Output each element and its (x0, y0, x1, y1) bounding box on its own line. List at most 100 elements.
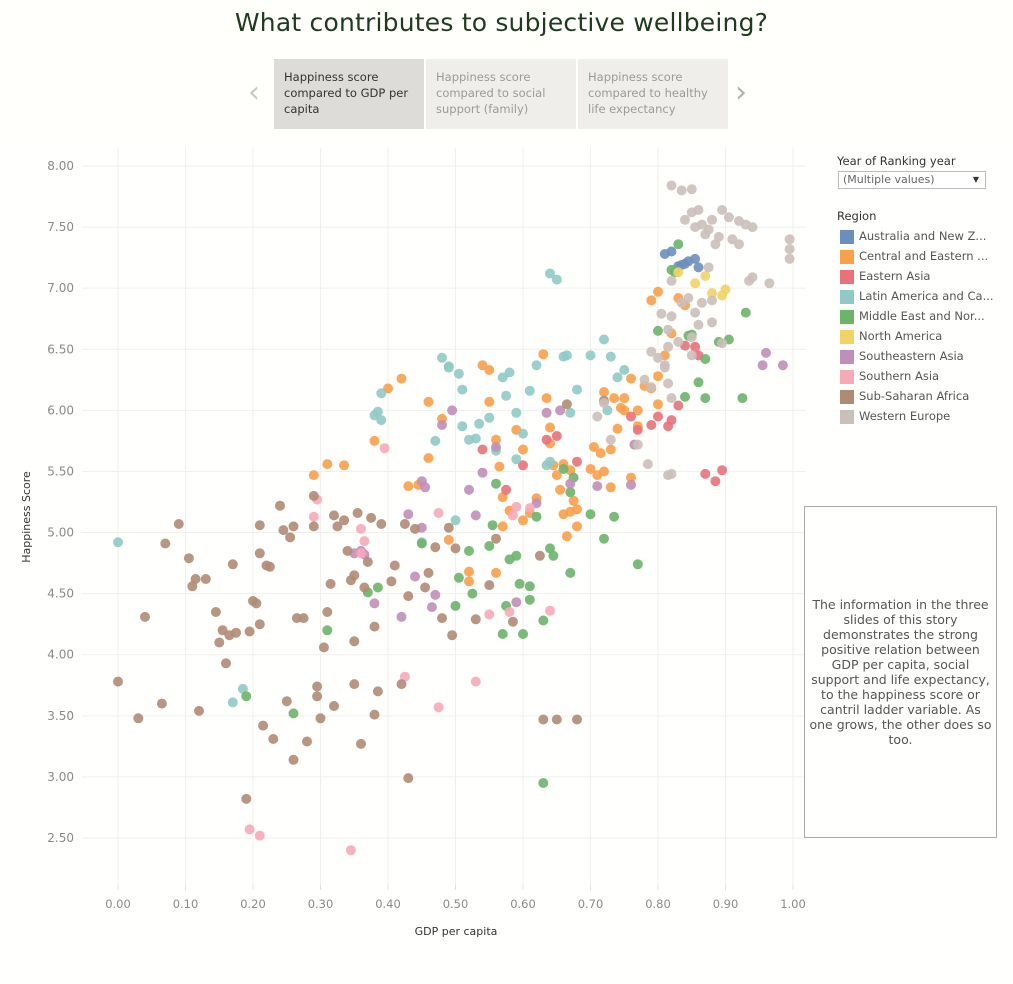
data-point[interactable] (511, 597, 522, 608)
data-point[interactable] (251, 598, 262, 609)
data-point[interactable] (399, 519, 410, 529)
data-point[interactable] (653, 325, 663, 336)
data-point[interactable] (605, 482, 616, 493)
data-point[interactable] (403, 509, 414, 520)
data-point[interactable] (632, 405, 643, 416)
data-point[interactable] (572, 384, 582, 395)
data-point[interactable] (700, 354, 711, 364)
data-point[interactable] (538, 714, 549, 725)
data-point[interactable] (568, 495, 579, 506)
data-point[interactable] (457, 384, 468, 395)
data-point[interactable] (511, 550, 522, 561)
data-point[interactable] (626, 373, 636, 384)
data-point[interactable] (632, 559, 643, 570)
data-point[interactable] (433, 508, 444, 518)
data-point[interactable] (717, 338, 728, 349)
data-point[interactable] (720, 284, 731, 295)
data-point[interactable] (372, 686, 383, 697)
data-point[interactable] (484, 580, 495, 591)
data-point[interactable] (653, 371, 663, 382)
data-point[interactable] (410, 523, 420, 534)
next-story-point-button[interactable]: › (735, 75, 747, 111)
data-point[interactable] (349, 636, 360, 647)
data-point[interactable] (548, 550, 559, 561)
data-point[interactable] (659, 362, 670, 373)
data-point[interactable] (339, 460, 350, 471)
data-point[interactable] (565, 478, 576, 489)
data-point[interactable] (315, 713, 326, 724)
data-point[interactable] (474, 418, 485, 429)
data-point[interactable] (777, 360, 788, 371)
data-point[interactable] (605, 351, 616, 362)
data-point[interactable] (599, 334, 609, 345)
data-point[interactable] (308, 521, 319, 532)
data-point[interactable] (308, 490, 319, 501)
data-point[interactable] (541, 407, 552, 418)
data-point[interactable] (541, 434, 552, 445)
data-point[interactable] (700, 468, 711, 479)
data-point[interactable] (555, 484, 566, 495)
data-point[interactable] (140, 611, 150, 622)
data-point[interactable] (491, 478, 501, 489)
data-point[interactable] (737, 393, 748, 404)
data-point[interactable] (666, 468, 677, 479)
data-point[interactable] (585, 464, 596, 474)
data-point[interactable] (494, 461, 505, 472)
data-point[interactable] (339, 515, 350, 526)
data-point[interactable] (430, 542, 441, 553)
data-point[interactable] (423, 396, 434, 407)
data-point[interactable] (359, 536, 370, 547)
data-point[interactable] (538, 615, 549, 626)
data-point[interactable] (565, 567, 576, 578)
data-point[interactable] (511, 454, 522, 465)
data-point[interactable] (673, 239, 684, 250)
data-point[interactable] (686, 350, 697, 361)
data-point[interactable] (497, 521, 508, 532)
data-point[interactable] (531, 360, 542, 371)
data-point[interactable] (734, 239, 744, 250)
data-point[interactable] (464, 576, 474, 587)
data-point[interactable] (511, 407, 522, 418)
data-point[interactable] (632, 424, 643, 435)
data-point[interactable] (227, 697, 238, 708)
data-point[interactable] (312, 691, 323, 702)
data-point[interactable] (426, 602, 437, 613)
data-point[interactable] (572, 504, 582, 515)
data-point[interactable] (268, 734, 279, 744)
data-point[interactable] (626, 472, 636, 483)
data-point[interactable] (322, 607, 333, 617)
data-point[interactable] (288, 708, 299, 719)
data-point[interactable] (278, 525, 289, 536)
data-point[interactable] (501, 484, 512, 495)
data-point[interactable] (318, 642, 329, 653)
data-point[interactable] (467, 588, 478, 599)
data-point[interactable] (561, 399, 572, 410)
data-point[interactable] (470, 510, 481, 521)
data-point[interactable] (241, 691, 252, 702)
data-point[interactable] (690, 278, 701, 289)
data-point[interactable] (551, 274, 562, 285)
data-point[interactable] (288, 754, 299, 765)
data-point[interactable] (491, 442, 501, 452)
data-point[interactable] (545, 268, 555, 279)
data-point[interactable] (693, 205, 704, 215)
data-point[interactable] (396, 611, 407, 622)
data-point[interactable] (666, 393, 677, 404)
data-point[interactable] (470, 676, 481, 687)
data-point[interactable] (396, 679, 407, 690)
data-point[interactable] (605, 444, 616, 455)
data-point[interactable] (619, 405, 630, 416)
data-point[interactable] (285, 532, 296, 543)
data-point[interactable] (356, 523, 366, 534)
data-point[interactable] (443, 362, 454, 373)
data-point[interactable] (592, 411, 603, 422)
data-point[interactable] (423, 567, 434, 578)
data-point[interactable] (484, 541, 495, 551)
data-point[interactable] (450, 543, 461, 554)
data-point[interactable] (757, 360, 768, 371)
data-point[interactable] (545, 456, 555, 467)
data-point[interactable] (558, 464, 569, 474)
data-point[interactable] (653, 399, 663, 410)
year-filter-dropdown[interactable]: (Multiple values) ▼ (838, 171, 986, 189)
data-point[interactable] (551, 470, 562, 481)
